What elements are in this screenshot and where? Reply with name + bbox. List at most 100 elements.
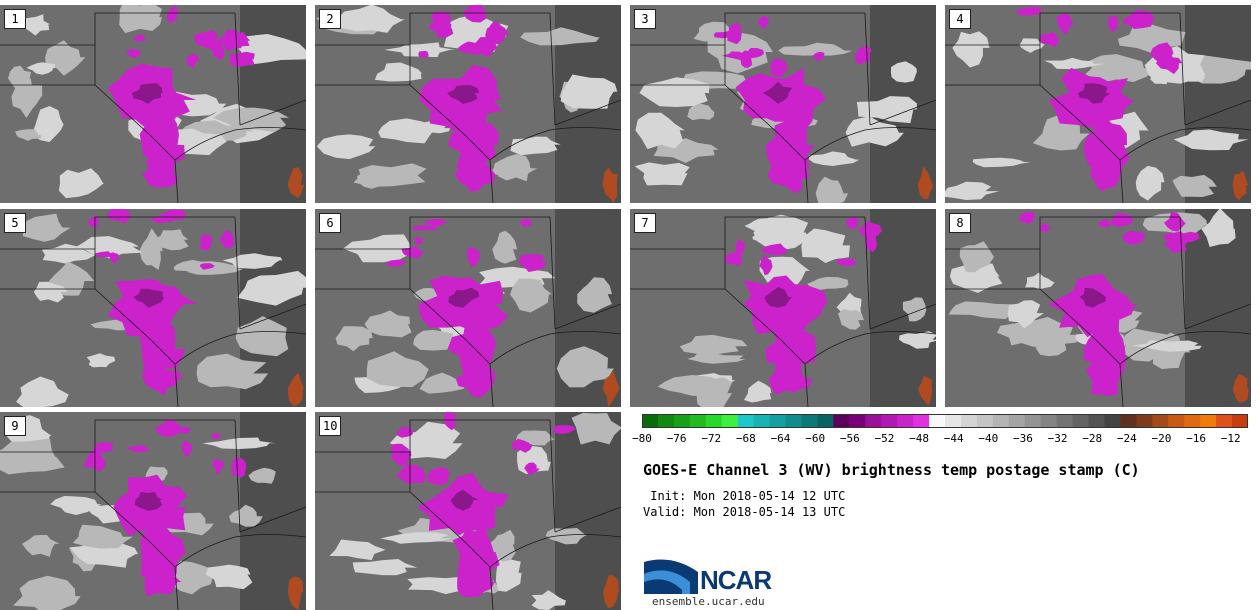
panel-map [315,209,621,407]
map-border-line [1039,84,1124,203]
map-border-line [864,216,871,330]
colorbar-segment [785,414,802,428]
convection-cell [107,209,132,224]
moisture-streak [15,129,41,141]
moisture-streak [119,5,162,34]
map-border-line [234,419,241,533]
moisture-streak [16,376,69,407]
convection-core [141,159,178,188]
moisture-streak [1131,340,1202,352]
warm-region [1232,170,1249,201]
convection-core [1083,116,1130,170]
colorbar-tick-label: −52 [874,432,895,445]
moisture-streak [378,118,434,144]
colorbar-tick-label: −36 [1012,432,1033,445]
convection-cell [150,216,170,224]
colorbar-segment [1024,414,1042,428]
ncar-logo-icon [644,559,698,594]
moisture-streak [577,277,612,313]
colorbar-segment [1168,414,1185,428]
colorbar-segment [817,414,834,428]
moisture-streak [560,74,618,109]
moisture-streak [639,77,710,107]
colorbar-segment [865,414,882,428]
moisture-streak [13,575,81,610]
convection-core [452,523,500,582]
map-border-line [869,99,936,126]
convection-cell [386,259,407,267]
convection-cell [524,462,540,475]
colorbar [642,414,1248,428]
convection-cell [230,51,255,67]
map-border-line [864,12,871,126]
map-border-line [315,216,550,290]
colorbar-segment [960,414,978,428]
moisture-streak [343,234,415,263]
moisture-streak [316,134,376,160]
convection-core [142,360,183,396]
map-border-line [234,216,241,330]
moisture-streak [229,504,263,527]
postage-stamp-panel: 3 [630,5,936,203]
map-border-line [549,216,556,330]
postage-stamp-panel: 4 [945,5,1251,203]
map-border-line [554,99,621,126]
convection-core [144,565,182,597]
convection-cell [837,258,857,267]
map-border-line [174,331,306,365]
map-border-line [945,216,1180,290]
map-border-line [554,303,621,330]
convection-core [457,566,495,598]
moisture-streak [490,159,532,178]
map-border-line [724,84,809,203]
convection-cell [518,254,548,272]
moisture-streak [413,329,456,351]
chart-title: GOES-E Channel 3 (WV) brightness temp po… [643,461,1140,479]
convection-coldest [762,81,793,104]
moisture-streak [353,163,427,187]
moisture-streak [510,136,561,156]
convection-cell [390,443,410,458]
map-border-line [489,331,621,365]
moisture-streak [235,316,289,357]
ncar-logo-text: NCAR [700,565,772,595]
convection-core [447,318,496,378]
moisture-streak [807,276,850,291]
map-border-line [1184,303,1251,330]
panel-map [0,5,306,203]
colorbar-tick-label: −44 [943,432,964,445]
convection-cell [401,246,426,259]
convection-cell [193,30,222,50]
moisture-streak [72,524,133,549]
convection-cell [414,236,423,245]
map-border-line [1184,99,1251,126]
colorbar-segment [913,414,930,428]
colorbar-segment [1104,414,1121,428]
convection-coldest [1079,287,1107,308]
moisture-streak [845,116,904,147]
convection-cell [212,42,225,61]
convection-cell [438,13,450,32]
convection-coldest [450,489,480,511]
convection-cell [166,5,179,24]
moisture-streak [1172,174,1217,197]
moisture-streak [545,528,587,545]
map-border-line [945,12,1180,86]
moisture-streak [419,372,468,394]
convection-cell [231,457,247,478]
map-border-line [239,99,306,126]
moisture-streak [801,228,850,263]
moisture-streak [45,40,86,76]
colorbar-segment [1136,414,1153,428]
convection-coldest [448,287,480,308]
moisture-streak [752,231,820,243]
convection-cell [760,245,788,255]
warm-region [287,576,304,610]
moisture-streak [22,535,60,557]
postage-stamp-panel: 5 [0,209,306,407]
postage-stamp-panel: 10 [315,412,621,610]
colorbar-segment [976,414,994,428]
convection-cell [759,254,773,276]
convection-cell [87,216,99,228]
postage-stamp-panel: 2 [315,5,621,203]
